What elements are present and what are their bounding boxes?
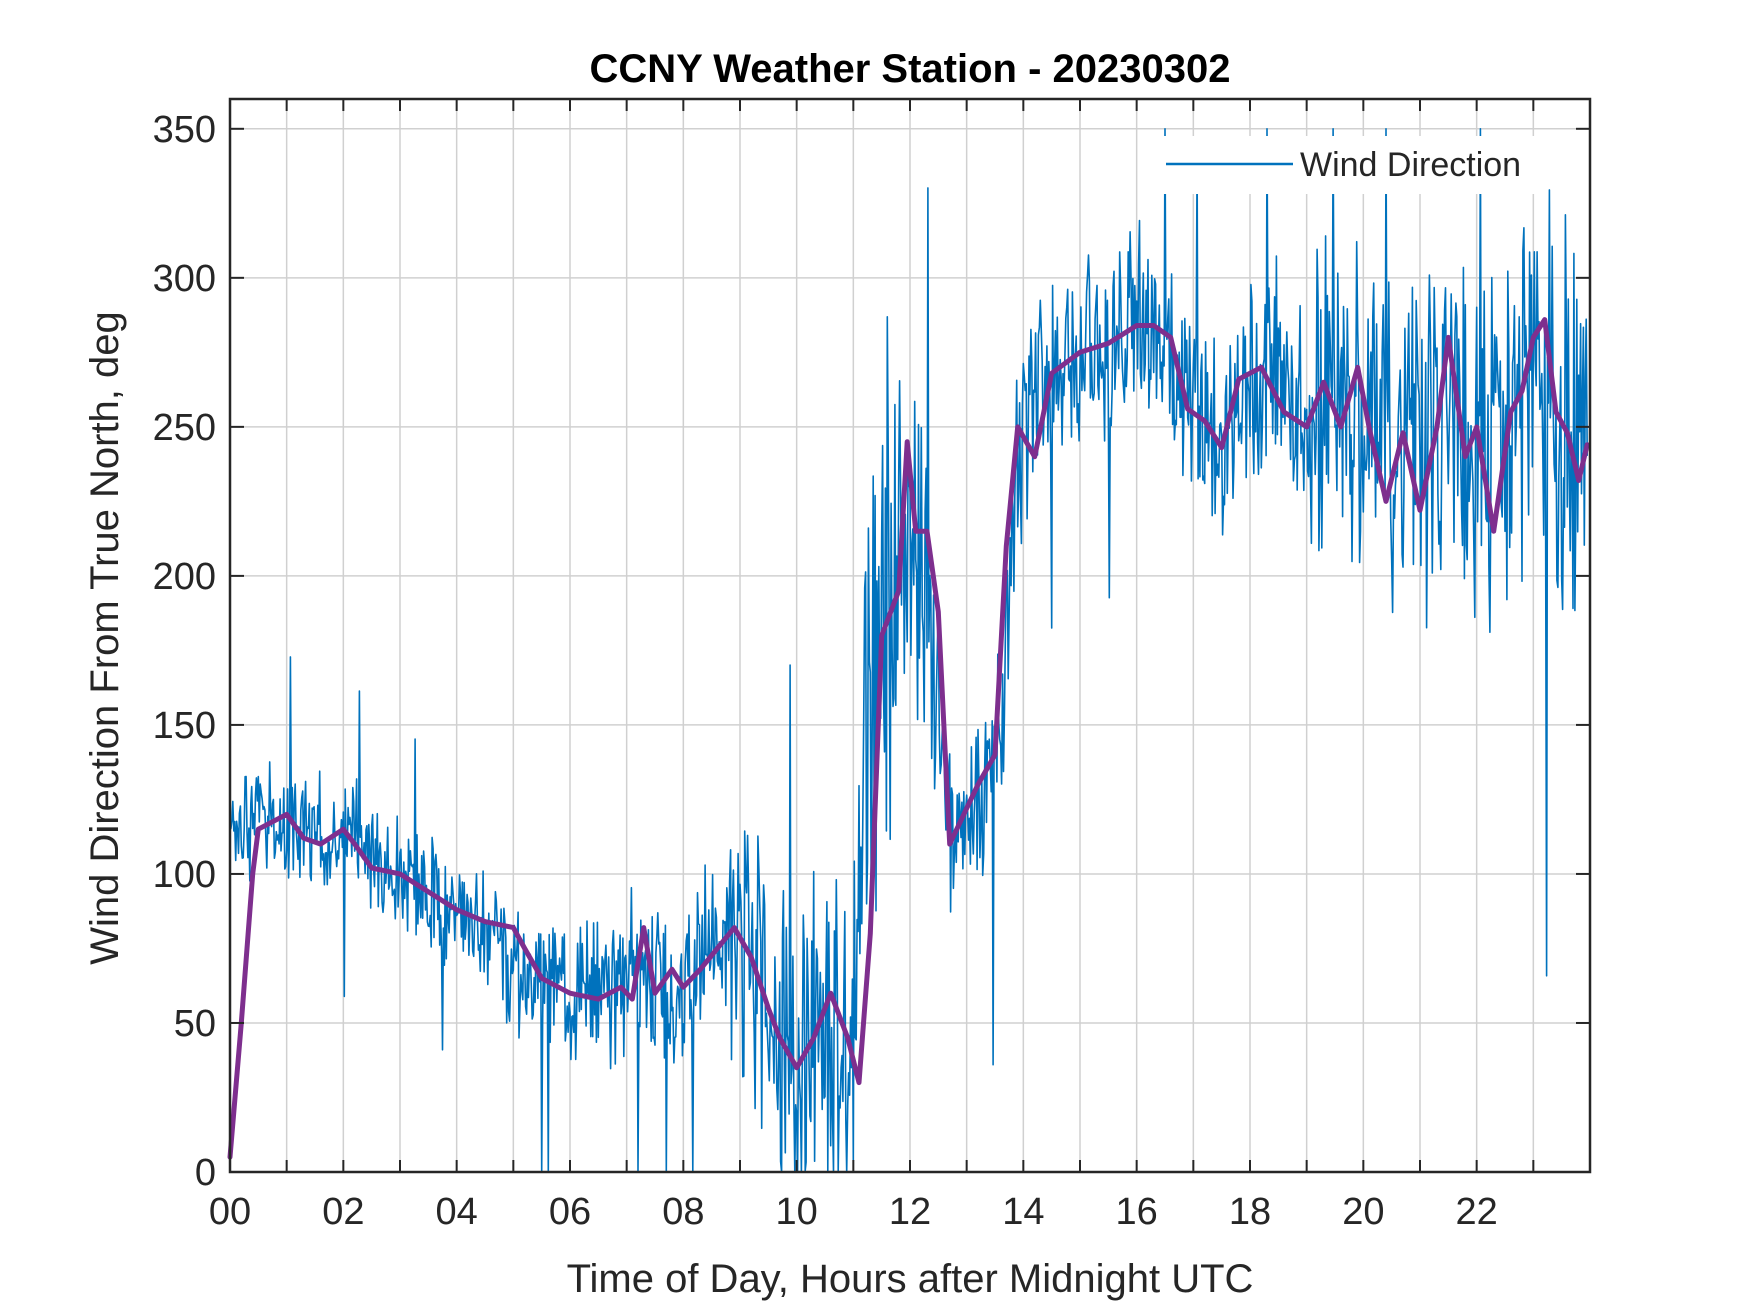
x-tick-label: 16 [1116,1191,1158,1233]
y-tick-label: 150 [153,705,216,747]
x-tick-label: 02 [322,1191,364,1233]
x-tick-label: 14 [1002,1191,1044,1233]
x-tick-label: 12 [889,1191,931,1233]
legend: Wind Direction [1148,136,1548,194]
chart-title: CCNY Weather Station - 20230302 [590,47,1231,91]
x-tick-label: 10 [776,1191,818,1233]
axes [228,97,1592,1174]
x-tick-label: 00 [209,1191,251,1233]
y-axis-label: Wind Direction From True North, deg [83,311,127,965]
y-tick-label: 50 [174,1003,216,1045]
legend-label-wind-direction: Wind Direction [1300,146,1521,184]
x-axis-label: Time of Day, Hours after Midnight UTC [567,1257,1254,1301]
series-line-moving-average [227,317,1590,1160]
y-tick-label: 200 [153,556,216,598]
y-tick-label: 100 [153,854,216,896]
x-tick-label: 06 [549,1191,591,1233]
x-tick-label: 04 [436,1191,478,1233]
y-tick-label: 300 [153,258,216,300]
y-tick-label: 350 [153,109,216,151]
y-tick-label: 250 [153,407,216,449]
y-tick-label: 0 [195,1152,216,1194]
x-tick-label: 20 [1342,1191,1384,1233]
x-tick-label: 18 [1229,1191,1271,1233]
x-tick-label: 22 [1456,1191,1498,1233]
series-group [227,128,1590,1173]
x-tick-label: 08 [662,1191,704,1233]
tick-labels: 00 02 04 06 08 10 12 14 16 18 20 22 0 50 100 150 200 250 3… [153,109,1498,1233]
